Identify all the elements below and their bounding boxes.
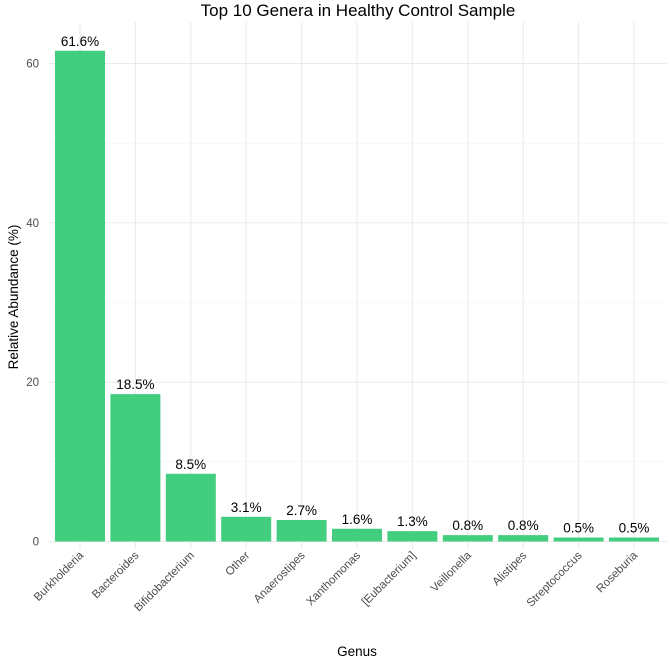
x-tick-label: Bacteroides: [90, 549, 142, 601]
bar: [442, 535, 493, 542]
x-tick-label: Streptococcus: [525, 549, 585, 609]
bar: [55, 50, 105, 542]
data-label: 2.7%: [286, 503, 317, 518]
bar: [221, 516, 272, 542]
x-tick-label: Bifidobacterium: [132, 550, 197, 615]
bar: [332, 528, 382, 542]
bar: [110, 394, 161, 542]
data-label: 18.5%: [116, 377, 154, 392]
data-labels: 61.6% 18.5% 8.5% 3.1% 2.7% 1.6% 1.3% 0.8% 0.8% 0.…: [61, 34, 650, 536]
chart-title: Top 10 Genera in Healthy Control Sample: [201, 1, 516, 20]
data-label: 0.5%: [619, 521, 650, 536]
bars: [55, 50, 659, 542]
data-label: 0.8%: [508, 518, 539, 533]
x-tick-label: Burkholderia: [32, 549, 87, 604]
data-label: 0.5%: [563, 521, 594, 536]
data-label: 8.5%: [175, 457, 206, 472]
bar: [498, 535, 549, 542]
x-axis-title: Genus: [337, 644, 377, 659]
data-label: 1.3%: [397, 514, 428, 529]
data-label: 0.8%: [452, 518, 483, 533]
grid-lines: [49, 22, 667, 549]
y-tick-label: 20: [26, 377, 39, 389]
data-label: 1.6%: [342, 512, 373, 527]
x-tick-label: Veillonella: [429, 549, 475, 595]
bar: [387, 531, 438, 542]
x-tick-label: Roseburia: [595, 549, 641, 595]
data-label: 3.1%: [231, 500, 262, 515]
bar: [276, 519, 327, 542]
data-label: 61.6%: [61, 34, 99, 49]
y-tick-label: 40: [26, 218, 39, 230]
bar: [553, 537, 604, 542]
y-tick-label: 0: [33, 537, 39, 549]
bar: [165, 473, 216, 542]
bar: [609, 537, 659, 542]
x-tick-label: Xanthomonas: [304, 549, 363, 608]
y-tick-label: 60: [26, 59, 39, 71]
x-tick-label: Anaerostipes: [252, 549, 308, 605]
x-tick-label: [Eubacterium]: [360, 550, 419, 609]
x-tick-label: Alistipes: [491, 549, 530, 588]
x-tick-label: Other: [223, 550, 252, 579]
y-axis-ticks: 0 20 40 60: [26, 59, 39, 549]
y-axis-title: Relative Abundance (%): [6, 225, 21, 370]
